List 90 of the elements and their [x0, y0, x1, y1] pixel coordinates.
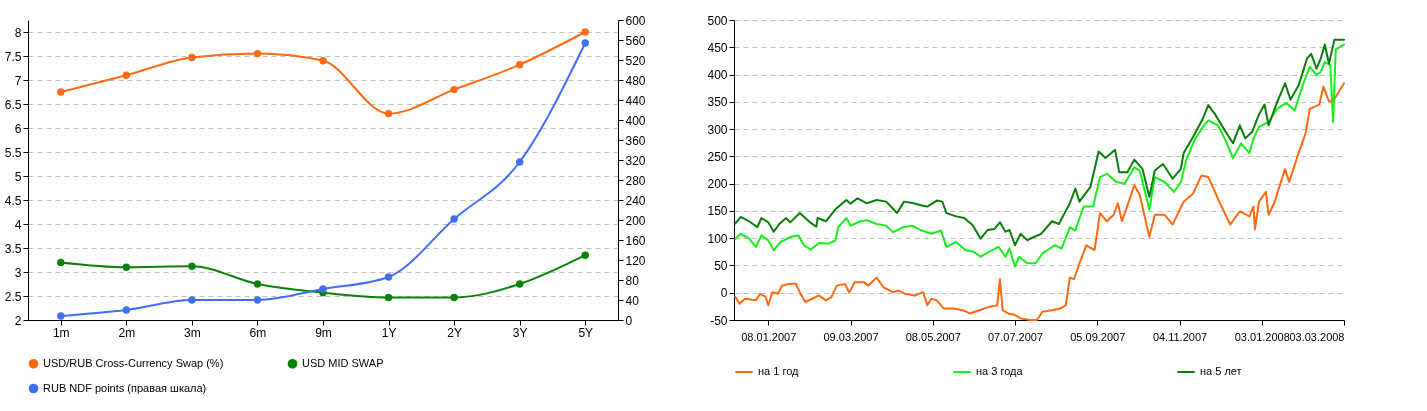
- x-tick-label: 09.03.2007: [823, 330, 879, 343]
- point: [122, 306, 131, 314]
- point: [319, 57, 327, 65]
- y2-tick-label: 200: [625, 213, 646, 228]
- x-tick-label: 03.01.2008: [1234, 330, 1290, 343]
- legend-label: на 3 года: [976, 365, 1024, 377]
- y-tick-label: 450: [707, 40, 728, 55]
- point: [57, 88, 65, 96]
- x-tick-label: 3Y: [512, 325, 528, 340]
- y2-tick-label: 240: [625, 193, 646, 208]
- y2-tick-label: 80: [625, 273, 640, 288]
- point: [188, 53, 196, 62]
- point: [122, 71, 131, 79]
- x-tick-label: 3m: [184, 325, 201, 340]
- x-tick-label: 07.07.2007: [987, 330, 1044, 343]
- point: [515, 158, 524, 166]
- legend-label: RUB NDF points (правая шкала): [43, 381, 207, 394]
- x-tick-label: 2Y: [447, 325, 462, 340]
- y-tick-label: 150: [707, 204, 728, 219]
- legend-label: USD/RUB Cross-Currency Swap (%): [43, 356, 224, 369]
- point: [253, 280, 262, 288]
- point: [581, 251, 589, 259]
- y-tick-label: 500: [707, 13, 728, 28]
- y2-tick-label: 480: [625, 73, 646, 88]
- y-tick-label: 7.5: [4, 49, 22, 64]
- y-tick-label: 8: [14, 25, 22, 40]
- y-tick-label: 6: [14, 121, 22, 136]
- y-tick-label: -50: [710, 313, 728, 328]
- y2-tick-label: 600: [625, 13, 646, 28]
- point: [450, 215, 458, 223]
- y-tick-label: 7: [14, 73, 22, 88]
- y-tick-label: 250: [707, 149, 728, 164]
- y-tick-label: 3.5: [4, 241, 22, 256]
- point: [188, 262, 196, 270]
- y2-tick-label: 320: [625, 153, 646, 168]
- y-tick-label: 4.5: [4, 193, 22, 208]
- y-tick-label: 2.5: [4, 289, 22, 304]
- x-tick-label: 9m: [315, 325, 332, 340]
- point: [122, 263, 131, 271]
- y2-tick-label: 40: [625, 293, 640, 308]
- point: [253, 296, 262, 304]
- x-tick-label: 5Y: [578, 325, 594, 340]
- x-tick-label: 08.05.2007: [905, 330, 961, 343]
- y-tick-label: 50: [714, 258, 728, 273]
- y-tick-label: 5.5: [4, 145, 22, 160]
- y-tick-label: 100: [707, 231, 728, 246]
- y2-tick-label: 400: [625, 113, 646, 128]
- y-tick-label: 350: [707, 95, 728, 110]
- point: [384, 109, 393, 118]
- x-tick-label: 08.01.2007: [741, 330, 797, 343]
- y2-tick-label: 0: [625, 313, 633, 328]
- x-tick-label: 05.09.2007: [1070, 330, 1126, 343]
- point: [581, 39, 589, 47]
- x-tick-label: 04.11.2007: [1152, 330, 1208, 343]
- y-tick-label: 5: [14, 169, 22, 184]
- legend-label: на 1 год: [758, 365, 800, 377]
- y-tick-label: 200: [707, 177, 728, 192]
- y-tick-label: 300: [707, 122, 728, 137]
- x-tick-label: 2m: [118, 325, 136, 340]
- y2-tick-label: 280: [625, 173, 646, 188]
- y-tick-label: 0: [720, 286, 728, 301]
- y-tick-label: 3: [14, 265, 22, 280]
- point: [450, 293, 458, 302]
- point: [253, 49, 262, 58]
- legend-label: USD MID SWAP: [302, 356, 384, 369]
- point: [515, 60, 524, 69]
- legend-label: на 5 лет: [1200, 365, 1242, 377]
- x-tick-label: 1m: [52, 325, 70, 340]
- y-tick-label: 400: [707, 68, 728, 83]
- y2-tick-label: 160: [625, 233, 646, 248]
- point: [188, 296, 196, 304]
- point: [57, 312, 65, 320]
- x-tick-label: 1Y: [381, 325, 397, 340]
- y2-tick-label: 120: [625, 253, 646, 268]
- y2-tick-label: 440: [625, 93, 646, 108]
- y-tick-label: 4: [14, 217, 22, 232]
- point: [384, 293, 393, 302]
- point: [581, 28, 589, 36]
- y2-tick-label: 520: [625, 53, 646, 68]
- point: [515, 280, 524, 288]
- point: [384, 273, 393, 281]
- point: [450, 85, 458, 94]
- point: [57, 258, 65, 267]
- y-tick-label: 2: [14, 313, 22, 328]
- y2-tick-label: 560: [625, 33, 646, 48]
- y2-tick-label: 360: [625, 133, 646, 148]
- y-tick-label: 6.5: [4, 97, 22, 112]
- x-tick-label: 6m: [249, 325, 267, 340]
- point: [319, 285, 327, 293]
- x-tick-label: 03.03.2008: [1289, 330, 1345, 343]
